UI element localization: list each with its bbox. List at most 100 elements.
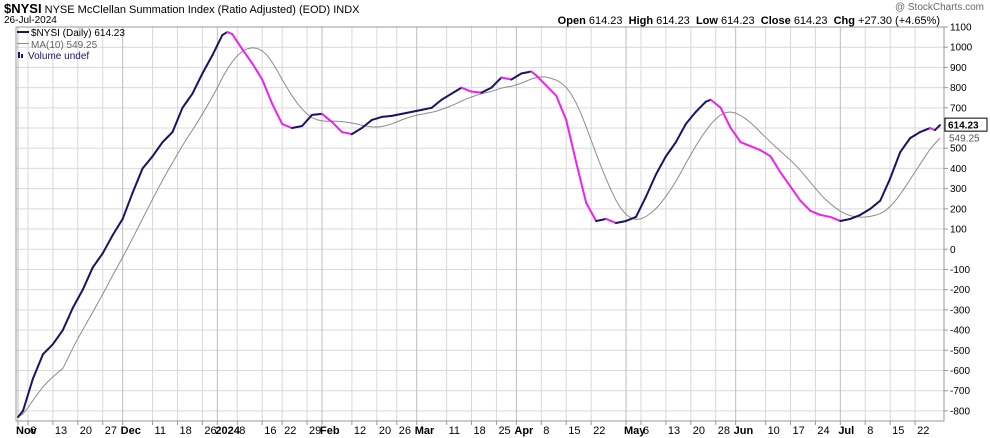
- x-tick-label: 6: [643, 425, 649, 437]
- series-segment: [679, 122, 687, 135]
- x-tick-label: 15: [892, 425, 904, 437]
- high-label: High: [628, 15, 654, 27]
- y-tick-label: -500: [950, 346, 970, 357]
- series-segment: [654, 164, 662, 176]
- series-segment: [56, 329, 64, 339]
- series-segment: [196, 72, 204, 85]
- series-segment: [709, 98, 717, 105]
- series-segment: [779, 171, 787, 181]
- series-segment: [306, 113, 314, 122]
- series-segment: [241, 48, 249, 58]
- x-tick-label: 20: [80, 425, 92, 437]
- series-segment: [266, 90, 274, 105]
- series-segment: [216, 34, 224, 47]
- x-tick-label: May: [624, 425, 646, 437]
- series-segment: [211, 44, 219, 57]
- series-segment: [699, 100, 707, 108]
- y-tick-label: -700: [950, 386, 970, 397]
- series-segment: [495, 76, 503, 84]
- series-segment: [171, 118, 179, 134]
- x-tick-label: 16: [264, 425, 276, 437]
- series-segment: [899, 144, 907, 154]
- legend-main-swatch: [17, 31, 29, 33]
- x-tick-label: 22: [917, 425, 929, 437]
- series-segment: [774, 163, 782, 174]
- grid: [16, 26, 944, 421]
- series-segment: [634, 205, 642, 218]
- y-tick-label: -400: [950, 326, 970, 337]
- x-tick-label: 18: [179, 425, 191, 437]
- series-segment: [231, 33, 239, 43]
- x-tick-label: 17: [792, 425, 804, 437]
- series-segment: [261, 78, 269, 93]
- series-segment: [639, 195, 647, 208]
- y-tick-label: 500: [950, 144, 967, 155]
- plot-frame: [15, 26, 945, 422]
- x-tick-label: 15: [568, 425, 580, 437]
- y-tick-label: 700: [950, 103, 967, 114]
- series-segment: [430, 102, 438, 109]
- series-segment: [540, 79, 548, 87]
- series-segment: [649, 173, 657, 187]
- x-tick-label: 13: [668, 425, 680, 437]
- series-segment: [724, 116, 732, 130]
- x-tick-label: 11: [155, 425, 166, 437]
- series-segment: [325, 116, 333, 123]
- ma-value-label: 549.25: [949, 134, 980, 145]
- low-value: 614.23: [721, 15, 755, 27]
- x-tick-label: 18: [474, 425, 486, 437]
- series-segment: [719, 106, 727, 119]
- series-segment: [151, 148, 159, 158]
- legend-volume-swatch-2: [21, 54, 23, 58]
- chg-label: Chg: [833, 15, 855, 27]
- series-line: [17, 31, 941, 418]
- y-tick-label: -100: [950, 265, 970, 276]
- series-segment: [31, 365, 39, 380]
- ohlc-readout: Open 614.23 High 614.23 Low 614.23 Close…: [558, 15, 940, 27]
- series-segment: [590, 210, 598, 222]
- last-value-box: [944, 117, 988, 132]
- y-tick-label: 1000: [950, 43, 973, 54]
- series-segment: [246, 55, 254, 65]
- series-segment: [555, 94, 563, 109]
- y-tick-label: 100: [950, 225, 967, 236]
- x-tick-label: 27: [105, 425, 117, 437]
- series-segment: [126, 191, 134, 207]
- series-segment: [874, 199, 882, 206]
- series-segment: [365, 118, 373, 125]
- series-segment: [46, 343, 54, 351]
- chart-date: 26-Jul-2024: [4, 15, 57, 26]
- series-segment: [674, 132, 682, 144]
- series-segment: [664, 148, 672, 158]
- x-tick-label: 11: [449, 425, 460, 437]
- x-tick-label: Jul: [838, 425, 854, 437]
- series-segment: [689, 110, 697, 119]
- series-segment: [116, 217, 124, 229]
- series-segment: [156, 141, 164, 151]
- series-segment: [146, 155, 154, 164]
- series-segment: [81, 277, 89, 291]
- series-segment: [360, 122, 368, 130]
- x-tick-label: 2024: [215, 425, 240, 437]
- last-value-label: 614.23: [948, 121, 979, 132]
- series-segment: [794, 192, 802, 202]
- series-segment: [729, 127, 737, 137]
- close-label: Close: [760, 15, 791, 27]
- series-segment: [585, 201, 593, 213]
- y-tick-label: 1100: [950, 23, 972, 34]
- series-segment: [565, 118, 573, 143]
- series-segment: [490, 81, 498, 89]
- y-axis: 110010009008007006005004003002001000-100…: [944, 23, 973, 417]
- series-segment: [131, 179, 139, 194]
- legend-ma-text: MA(10) 549.25: [31, 40, 98, 51]
- series-segment: [201, 63, 209, 75]
- legend-main-text: $NYSI (Daily) 614.23: [31, 28, 125, 39]
- series-segment: [734, 134, 742, 144]
- series-segment: [659, 155, 667, 167]
- series-segment: [545, 84, 553, 92]
- x-tick-label: 8: [543, 425, 549, 437]
- x-tick-label: 22: [593, 425, 605, 437]
- x-tick-label: 22: [284, 425, 296, 437]
- series-segment: [570, 140, 578, 164]
